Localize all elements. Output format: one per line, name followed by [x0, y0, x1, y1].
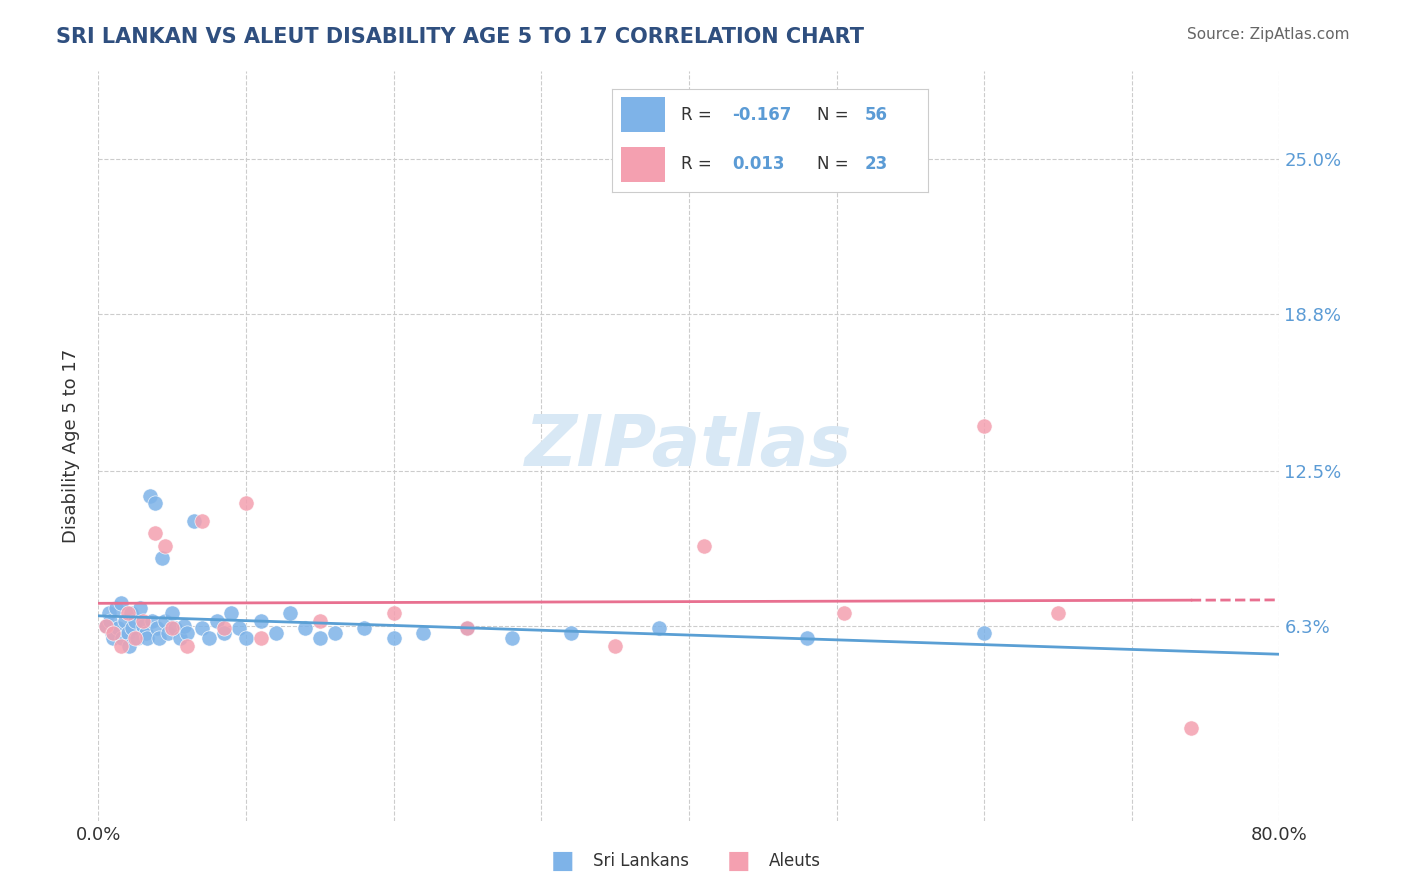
Point — [191, 514, 214, 528]
Text: 23: 23 — [865, 155, 889, 173]
Point — [143, 496, 166, 510]
Point — [121, 621, 143, 635]
Text: SRI LANKAN VS ALEUT DISABILITY AGE 5 TO 17 CORRELATION CHART: SRI LANKAN VS ALEUT DISABILITY AGE 5 TO … — [56, 27, 865, 46]
Point — [796, 632, 818, 646]
Point — [457, 621, 479, 635]
Text: N =: N = — [817, 155, 853, 173]
Point — [136, 632, 159, 646]
Point — [212, 621, 235, 635]
Point — [832, 607, 855, 621]
Point — [141, 614, 163, 628]
Point — [94, 619, 117, 633]
Point — [973, 626, 995, 640]
Text: 56: 56 — [865, 106, 887, 124]
Point — [235, 496, 257, 510]
Point — [105, 601, 128, 615]
Text: N =: N = — [817, 106, 853, 124]
Point — [97, 607, 120, 621]
Point — [264, 626, 287, 640]
Point — [118, 639, 141, 653]
Point — [120, 607, 142, 621]
Point — [198, 632, 221, 646]
Point — [205, 614, 228, 628]
Point — [124, 614, 146, 628]
Point — [176, 639, 198, 653]
Point — [412, 626, 434, 640]
Text: R =: R = — [682, 106, 717, 124]
Point — [228, 621, 250, 635]
Point — [162, 621, 183, 635]
Point — [143, 526, 166, 541]
Point — [457, 621, 479, 635]
Point — [173, 619, 195, 633]
Point — [693, 539, 716, 553]
Point — [107, 621, 129, 635]
Point — [162, 607, 183, 621]
Point — [165, 621, 187, 635]
Point — [353, 621, 375, 635]
Point — [111, 632, 134, 646]
Point — [117, 626, 139, 640]
Point — [100, 626, 122, 640]
Point — [153, 539, 176, 553]
Point — [125, 632, 148, 646]
Point — [153, 614, 176, 628]
Point — [605, 639, 627, 653]
Point — [382, 632, 405, 646]
Point — [973, 419, 995, 434]
Point — [135, 626, 157, 640]
Point — [501, 632, 523, 646]
Text: Source: ZipAtlas.com: Source: ZipAtlas.com — [1187, 27, 1350, 42]
Point — [176, 626, 198, 640]
Point — [110, 596, 132, 610]
Point — [128, 601, 150, 615]
Text: Aleuts: Aleuts — [769, 852, 821, 870]
Text: ■: ■ — [551, 849, 574, 872]
Point — [103, 626, 125, 640]
Point — [110, 639, 132, 653]
Text: ■: ■ — [727, 849, 749, 872]
Point — [1046, 607, 1070, 621]
Point — [156, 626, 179, 640]
Point — [323, 626, 346, 640]
Point — [560, 626, 582, 640]
Point — [139, 489, 162, 503]
Point — [250, 632, 273, 646]
Point — [103, 632, 125, 646]
Point — [250, 614, 273, 628]
Point — [132, 614, 155, 628]
FancyBboxPatch shape — [621, 146, 665, 181]
Text: Sri Lankans: Sri Lankans — [593, 852, 689, 870]
Point — [169, 632, 191, 646]
Point — [382, 607, 405, 621]
Point — [148, 632, 170, 646]
Point — [280, 607, 302, 621]
Point — [648, 621, 671, 635]
Point — [117, 607, 139, 621]
Point — [98, 614, 121, 628]
Point — [235, 632, 257, 646]
Text: ZIPatlas: ZIPatlas — [526, 411, 852, 481]
Text: 0.013: 0.013 — [731, 155, 785, 173]
Point — [309, 632, 332, 646]
Point — [309, 614, 332, 628]
Point — [114, 614, 136, 628]
Point — [150, 551, 173, 566]
Point — [1180, 721, 1202, 735]
Point — [191, 621, 214, 635]
Point — [294, 621, 316, 635]
Point — [221, 607, 243, 621]
FancyBboxPatch shape — [621, 97, 665, 132]
Point — [132, 619, 155, 633]
Point — [146, 621, 169, 635]
Point — [94, 619, 117, 633]
Point — [183, 514, 205, 528]
Point — [124, 632, 146, 646]
Text: -0.167: -0.167 — [731, 106, 792, 124]
Point — [212, 626, 235, 640]
Text: R =: R = — [682, 155, 717, 173]
Y-axis label: Disability Age 5 to 17: Disability Age 5 to 17 — [62, 349, 80, 543]
